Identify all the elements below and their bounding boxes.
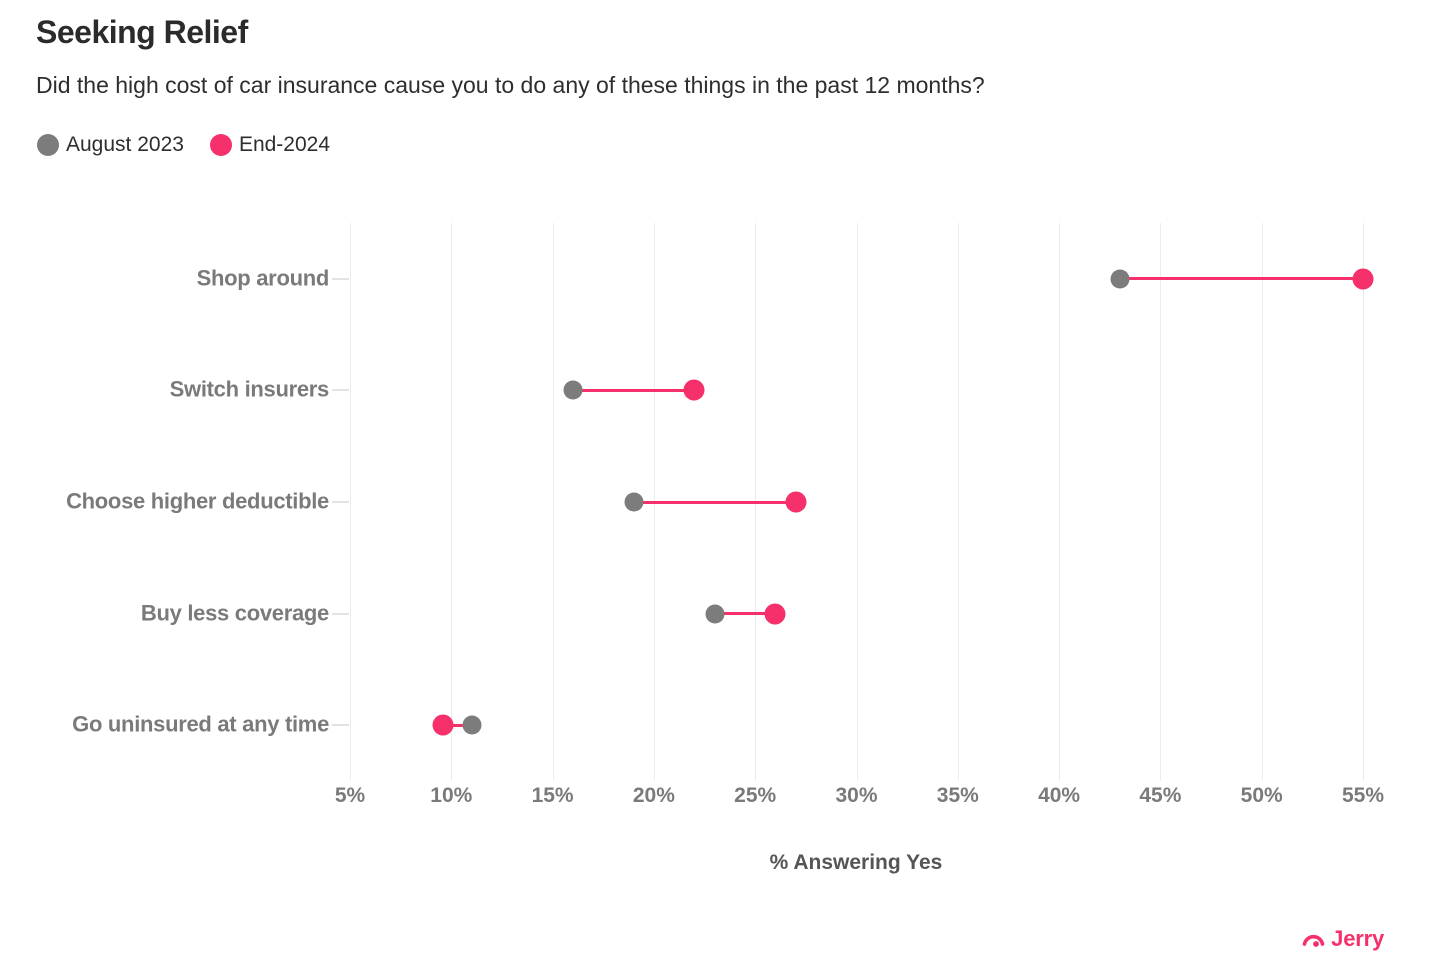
x-axis-title: % Answering Yes <box>769 851 943 874</box>
dot-end-2024 <box>1352 268 1374 290</box>
dot-august-2023 <box>563 380 583 400</box>
x-tick-label: 5% <box>334 784 366 807</box>
y-tick <box>332 724 349 727</box>
legend-item-end-2024: End-2024 <box>209 133 331 157</box>
x-tick-label: 20% <box>632 784 675 807</box>
dumbbell-connector <box>1119 277 1363 281</box>
x-tick-label: 45% <box>1139 784 1182 807</box>
legend-dot-end-2024 <box>209 134 232 156</box>
y-category-label: Go uninsured at any time <box>72 711 329 737</box>
gridline <box>1059 223 1061 781</box>
gridline <box>1363 223 1364 781</box>
dumbbell-connector <box>572 388 695 392</box>
y-category-label: Choose higher deductible <box>66 488 329 514</box>
plot-area <box>332 223 1374 781</box>
legend-label: August 2023 <box>66 133 184 156</box>
brand-logo: Jerry <box>1301 926 1384 952</box>
dumbbell-connector <box>443 723 472 727</box>
y-category-label: Buy less coverage <box>140 600 329 626</box>
gridline <box>1160 223 1162 781</box>
gridline <box>451 223 453 781</box>
gauge-arc-icon <box>1302 934 1325 947</box>
y-axis-labels: Shop around Switch insurers Choose higher … <box>0 0 329 976</box>
x-tick-label: 30% <box>835 784 878 807</box>
y-tick <box>332 612 349 615</box>
gridline <box>552 223 554 781</box>
legend-label: End-2024 <box>238 133 331 156</box>
x-tick-label: 35% <box>936 784 979 807</box>
x-tick-label: 15% <box>531 784 574 807</box>
x-tick-label: 25% <box>734 784 777 807</box>
legend: August 2023 End-2024 <box>37 133 330 157</box>
dot-august-2023 <box>1110 269 1130 289</box>
brand-name: Jerry <box>1331 926 1384 951</box>
y-category-label: Shop around <box>196 265 330 291</box>
dot-end-2024 <box>683 379 705 401</box>
x-tick-label: 10% <box>430 784 473 807</box>
dot-august-2023 <box>624 492 644 512</box>
dot-end-2024 <box>432 714 454 736</box>
gridline <box>856 223 858 781</box>
dot-end-2024 <box>764 603 786 625</box>
dumbbell-connector <box>714 612 776 616</box>
gridline <box>1261 223 1263 781</box>
x-tick-label: 50% <box>1240 784 1283 807</box>
y-tick <box>332 501 349 503</box>
dot-end-2024 <box>785 491 807 513</box>
gridline <box>350 223 351 781</box>
dot-august-2023 <box>462 715 482 735</box>
dumbbell-connector <box>633 500 796 504</box>
y-tick <box>332 277 349 280</box>
legend-dot-august-2023 <box>37 134 59 156</box>
x-tick-label: 55% <box>1341 784 1385 807</box>
chart-title: Seeking Relief <box>36 14 248 50</box>
y-category-label: Switch insurers <box>169 376 330 402</box>
chart-subtitle: Did the high cost of car insurance cause… <box>36 72 985 98</box>
y-tick <box>332 389 349 392</box>
legend-item-august-2023: August 2023 <box>37 133 184 157</box>
x-tick-label: 40% <box>1038 784 1081 807</box>
dot-august-2023 <box>705 604 725 624</box>
gridline <box>957 223 959 781</box>
